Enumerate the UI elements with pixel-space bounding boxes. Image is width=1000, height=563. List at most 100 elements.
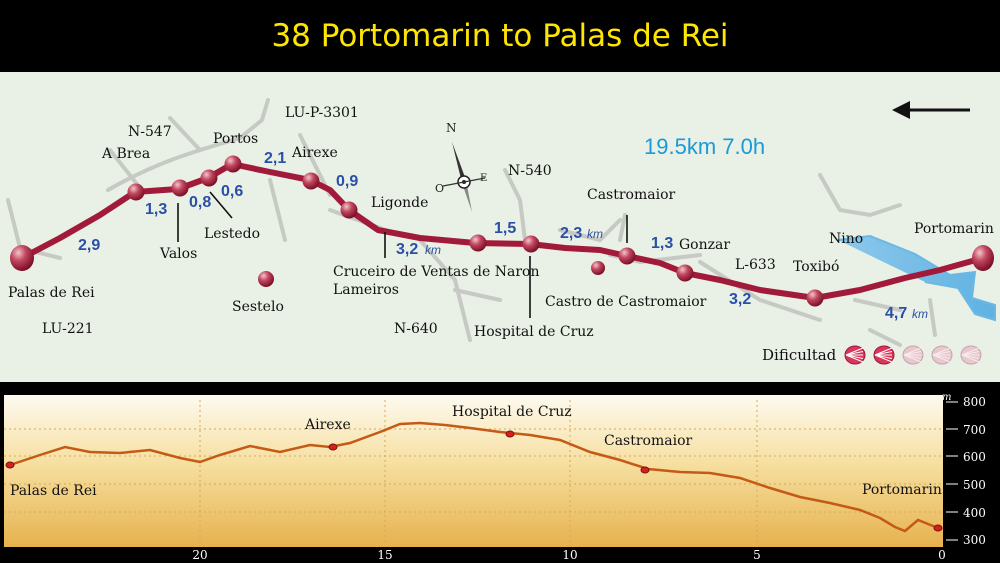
profile-label: Airexe	[304, 417, 351, 433]
place-label: Castromaior	[587, 187, 676, 203]
stop-toxibo[interactable]	[806, 289, 824, 307]
profile-label: Hospital de Cruz	[452, 404, 572, 420]
route-stops	[10, 155, 994, 307]
distance-label: 3,2	[396, 241, 418, 258]
compass-east: E	[480, 173, 487, 184]
stop-lestedo[interactable]	[200, 169, 218, 187]
title-bar: 38 Portomarin to Palas de Rei	[0, 0, 1000, 72]
profile-label: Castromaior	[604, 433, 693, 449]
stop-airexe[interactable]	[302, 172, 320, 190]
km-unit-labels: km km km	[425, 227, 928, 321]
place-label: Hospital de Cruz	[474, 324, 594, 340]
x-tick: 5	[753, 548, 761, 562]
label-leaders	[177, 191, 628, 318]
direction-arrow-icon	[892, 101, 970, 119]
stop-sestelo[interactable]	[258, 271, 274, 287]
distance-labels: 2,9 1,3 0,8 0,6 2,1 0,9 3,2 1,5 2,3 1,3 …	[78, 150, 907, 322]
place-label: Lestedo	[204, 226, 260, 242]
difficulty-label: Dificultad	[762, 346, 837, 364]
stop-castromaior[interactable]	[618, 247, 636, 265]
km-unit: km	[425, 243, 441, 257]
x-tick: 10	[562, 548, 577, 562]
stop-palas-de-rei[interactable]	[10, 245, 34, 271]
y-tick-marks	[946, 401, 958, 541]
road-label: N-540	[508, 163, 552, 179]
y-tick: 700	[963, 423, 986, 437]
distance-label: 1,3	[145, 201, 167, 218]
difficulty-shell-icon	[902, 345, 924, 365]
panel-separator	[0, 382, 1000, 388]
profile-marker	[640, 466, 650, 474]
place-label: Castro de Castromaior	[545, 294, 707, 310]
profile-markers	[5, 430, 943, 532]
stop-gonzar[interactable]	[676, 264, 694, 282]
profile-label: Palas de Rei	[10, 483, 97, 499]
stop-cruceiro[interactable]	[469, 234, 487, 252]
km-unit: km	[912, 307, 928, 321]
place-label: Sestelo	[232, 299, 284, 315]
distance-label: 0,8	[189, 194, 211, 211]
difficulty-shell-icon	[931, 345, 953, 365]
map-panel	[0, 72, 1000, 382]
river-label: Nino	[829, 231, 863, 247]
profile-y-axis: m 800 700 600 500 400 300	[942, 392, 986, 547]
road-labels: N-547 LU-P-3301 N-540 LU-221 N-640 L-633…	[42, 105, 863, 337]
place-label: Cruceiro de Ventas de Naron	[333, 264, 539, 280]
distance-label: 2,3	[560, 225, 582, 242]
road-label: LU-221	[42, 321, 94, 337]
y-tick: 500	[963, 478, 986, 492]
stop-a-brea[interactable]	[127, 183, 145, 201]
profile-labels: Palas de Rei Airexe Hospital de Cruz Cas…	[10, 404, 942, 499]
stop-castro[interactable]	[591, 261, 605, 275]
y-tick: 400	[963, 506, 986, 520]
stop-ligonde[interactable]	[340, 201, 358, 219]
road-label: N-640	[394, 321, 438, 337]
difficulty-shell-icon	[844, 345, 866, 365]
stop-hospital-de-cruz[interactable]	[522, 235, 540, 253]
compass-north: N	[446, 121, 457, 135]
y-tick: 600	[963, 450, 986, 464]
road-label: LU-P-3301	[285, 105, 359, 121]
road-label: L-633	[735, 257, 776, 273]
profile-marker	[5, 461, 15, 469]
profile-gridlines	[4, 400, 942, 546]
stop-portos[interactable]	[224, 155, 242, 173]
x-tick: 15	[377, 548, 392, 562]
place-label: Ligonde	[371, 195, 428, 211]
km-unit: km	[587, 227, 603, 241]
stop-valos[interactable]	[171, 179, 189, 197]
stop-portomarin[interactable]	[972, 245, 994, 271]
x-tick: 20	[192, 548, 207, 562]
place-labels: Palas de Rei A Brea Valos Lestedo Portos…	[8, 131, 994, 340]
distance-label: 1,5	[494, 220, 516, 237]
distance-label: 4,7	[885, 305, 907, 322]
unit-label: m	[942, 392, 951, 403]
distance-label: 1,3	[651, 235, 673, 252]
road-network	[6, 98, 937, 347]
place-label: Palas de Rei	[8, 285, 95, 301]
compass-west: O	[435, 182, 444, 195]
place-label: Valos	[159, 246, 197, 262]
elevation-line	[9, 421, 939, 533]
profile-marker	[505, 430, 515, 438]
distance-label: 2,9	[78, 237, 100, 254]
road-label: N-547	[128, 124, 172, 140]
place-label: Toxibó	[793, 259, 839, 275]
distance-label: 2,1	[264, 150, 286, 167]
profile-marker	[328, 443, 338, 451]
difficulty-shell-icon	[960, 345, 982, 365]
page-title: 38 Portomarin to Palas de Rei	[271, 18, 729, 54]
route-summary: 19.5km 7.0h	[644, 134, 765, 159]
profile-x-axis: 20 15 10 5 0	[192, 548, 945, 562]
place-label: Gonzar	[679, 237, 730, 253]
profile-marker	[933, 524, 943, 532]
profile-plot-area	[4, 395, 943, 547]
profile-label: Portomarin	[862, 482, 942, 498]
y-tick: 300	[963, 533, 986, 547]
place-label: A Brea	[101, 146, 150, 162]
place-label: Airexe	[291, 145, 338, 161]
y-tick: 800	[963, 395, 986, 409]
place-label: Portos	[213, 131, 258, 147]
